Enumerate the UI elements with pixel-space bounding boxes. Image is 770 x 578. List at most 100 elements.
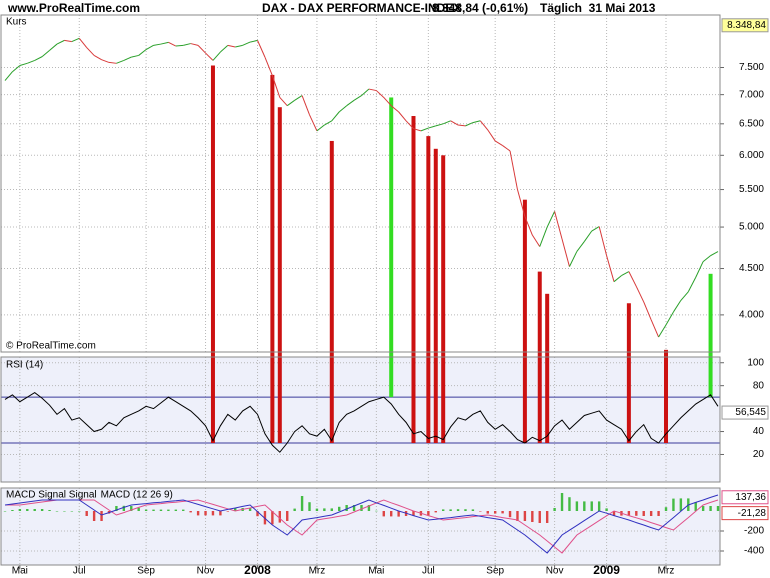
price-segment bbox=[34, 56, 43, 61]
histogram-bar bbox=[605, 508, 608, 511]
histogram-bar bbox=[85, 511, 88, 516]
panel-frame bbox=[0, 14, 721, 353]
price-segment bbox=[516, 189, 526, 217]
y-tick-label: 7.500 bbox=[739, 62, 764, 73]
y-tick-label: -200 bbox=[744, 526, 764, 537]
price-segment bbox=[294, 95, 303, 101]
y-tick-label: 6.000 bbox=[739, 150, 764, 161]
value-label: 8.348,84 bbox=[727, 20, 766, 31]
histogram-bar bbox=[345, 505, 348, 511]
price-segment bbox=[361, 88, 370, 96]
price-segment bbox=[227, 44, 236, 48]
price-segment bbox=[457, 124, 466, 127]
series-line bbox=[5, 499, 719, 554]
histogram-bar bbox=[338, 506, 341, 511]
histogram-bar bbox=[449, 509, 452, 511]
signal-bar bbox=[664, 349, 669, 444]
price-segment bbox=[346, 99, 355, 107]
y-tick-label: 80 bbox=[753, 380, 765, 391]
histogram-bar bbox=[122, 505, 126, 511]
histogram-bar bbox=[330, 508, 333, 511]
price-segment bbox=[368, 88, 377, 92]
histogram-bar bbox=[219, 511, 222, 516]
value-box bbox=[721, 18, 769, 33]
site-name: www.ProRealTime.com bbox=[7, 1, 140, 15]
price-segment bbox=[41, 50, 50, 58]
price-segment bbox=[435, 123, 444, 127]
price-segment bbox=[583, 230, 593, 242]
histogram-bar bbox=[189, 511, 192, 513]
panel-background bbox=[1, 357, 720, 482]
x-tick-label: Nov bbox=[197, 566, 215, 577]
price-segment bbox=[569, 251, 578, 267]
value-label: 137,36 bbox=[735, 492, 766, 503]
price-segment bbox=[249, 39, 258, 43]
histogram-bar bbox=[115, 506, 118, 511]
histogram-bar bbox=[709, 506, 712, 511]
histogram-bar bbox=[315, 508, 319, 511]
price-segment bbox=[212, 51, 221, 61]
price-segment bbox=[27, 59, 35, 64]
price-segment bbox=[220, 44, 229, 53]
histogram-bar bbox=[367, 505, 371, 511]
y-tick-label: 20 bbox=[753, 449, 765, 460]
price-segment bbox=[19, 62, 28, 66]
histogram-bar bbox=[538, 511, 541, 523]
histogram-bar bbox=[78, 511, 81, 512]
y-tick-label: 6.500 bbox=[739, 118, 764, 129]
histogram-bar bbox=[234, 508, 237, 511]
signal-bar bbox=[210, 65, 215, 444]
signal-bar bbox=[441, 155, 446, 444]
price-segment bbox=[665, 311, 674, 326]
price-segment bbox=[398, 111, 407, 122]
price-segment bbox=[524, 216, 533, 236]
price-segment bbox=[494, 140, 503, 147]
price-segment bbox=[93, 55, 102, 61]
price-segment bbox=[271, 75, 281, 98]
price-segment bbox=[324, 120, 333, 126]
price-segment bbox=[145, 44, 154, 50]
histogram-bar bbox=[92, 511, 96, 521]
histogram-bar bbox=[3, 511, 7, 512]
price-segment bbox=[621, 271, 630, 277]
histogram-bar bbox=[479, 511, 482, 512]
price-segment bbox=[613, 275, 622, 283]
quote: 8.348,84 (-0,61%) bbox=[432, 1, 528, 15]
value-box bbox=[721, 405, 769, 420]
price-segment bbox=[64, 39, 72, 43]
price-segment bbox=[546, 211, 556, 228]
histogram-bar bbox=[627, 511, 631, 516]
histogram-bar bbox=[100, 511, 103, 521]
histogram-bar bbox=[456, 509, 460, 511]
price-segment bbox=[235, 44, 243, 48]
histogram-bar bbox=[464, 509, 467, 511]
panel-title: Kurs bbox=[6, 17, 27, 28]
price-segment bbox=[606, 255, 615, 282]
price-segment bbox=[405, 120, 414, 130]
signal-bar bbox=[433, 148, 438, 444]
chart-title: DAX - DAX PERFORMANCE-INDEX bbox=[262, 1, 461, 15]
price-segment bbox=[420, 127, 429, 132]
histogram-bar bbox=[40, 509, 44, 511]
price-segment bbox=[390, 105, 399, 113]
histogram-bar bbox=[159, 509, 163, 511]
histogram-bar bbox=[516, 511, 519, 521]
histogram-bar bbox=[226, 511, 230, 512]
histogram-bar bbox=[271, 511, 274, 525]
histogram-bar bbox=[323, 508, 326, 511]
histogram-bar bbox=[352, 505, 356, 511]
histogram-bar bbox=[286, 511, 289, 521]
price-segment bbox=[509, 150, 518, 190]
panel-frame bbox=[0, 487, 721, 566]
price-segment bbox=[680, 291, 689, 301]
histogram-bar bbox=[55, 511, 59, 512]
legend-label: MACD (12 26 9) bbox=[101, 490, 173, 501]
value-box bbox=[721, 506, 769, 521]
histogram-bar bbox=[263, 511, 267, 525]
histogram-bar bbox=[196, 511, 200, 516]
histogram-bar bbox=[649, 511, 653, 516]
price-segment bbox=[628, 271, 637, 287]
price-segment bbox=[710, 251, 719, 257]
price-segment bbox=[153, 43, 162, 46]
